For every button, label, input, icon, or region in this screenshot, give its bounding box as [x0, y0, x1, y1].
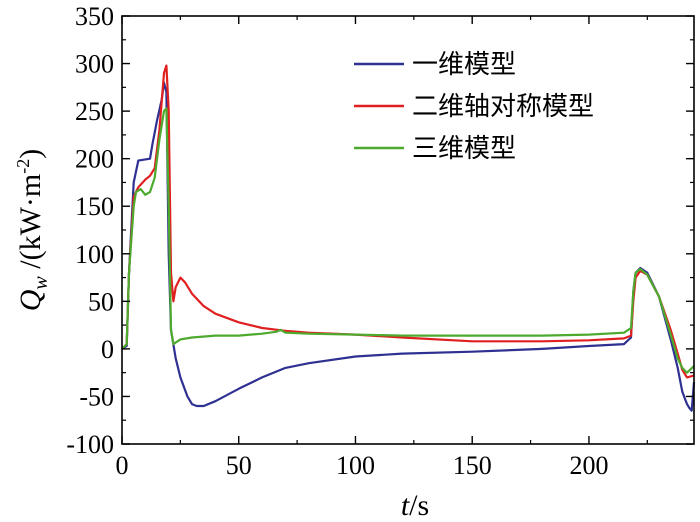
x-tick-label: 100: [336, 451, 375, 480]
x-axis-unit: /s: [409, 489, 429, 522]
x-tick-label: 150: [453, 451, 492, 480]
axis-labels: t/s Qw /(kW·m-2): [13, 149, 429, 522]
y-axis-unit-close: ): [14, 149, 47, 159]
y-tick-label: 150: [75, 192, 114, 221]
y-tick-label: 200: [75, 145, 114, 174]
x-axis-variable: t: [401, 489, 410, 522]
y-tick-label: -50: [79, 382, 114, 411]
y-axis-unit: /(kW·m: [14, 174, 47, 276]
plot-frame: [121, 15, 695, 445]
axes: 0 50 100 150 200 -100 -50 0 50 100 150 200 250 300 350: [66, 2, 695, 480]
legend-label-1: 一维模型: [412, 50, 516, 80]
y-tick-label: 100: [75, 240, 114, 269]
legend-label-3: 三维模型: [412, 134, 516, 164]
y-axis-superscript: -2: [13, 159, 33, 174]
y-tick-label: 350: [75, 2, 114, 31]
y-axis-variable: Q: [14, 289, 47, 311]
legend-label-2: 二维轴对称模型: [412, 92, 594, 122]
x-tick-label: 0: [116, 451, 129, 480]
y-tick-label: -100: [66, 430, 114, 459]
series-line-1: [121, 81, 696, 412]
y-tick-label: 50: [88, 287, 114, 316]
y-tick-label: 250: [75, 97, 114, 126]
x-tick-label: 200: [569, 451, 608, 480]
y-tick-label: 0: [101, 335, 114, 364]
y-axis-label-text: Qw /(kW·m-2): [13, 149, 52, 311]
plot-area: [121, 64, 696, 412]
y-axis-subscript: w: [30, 276, 52, 290]
x-tick-label: 50: [226, 451, 252, 480]
series-line-2: [121, 64, 695, 379]
x-axis-label: t/s: [401, 489, 429, 522]
series-line-3: [121, 107, 695, 374]
y-axis-label: Qw /(kW·m-2): [13, 149, 52, 311]
y-tick-label: 300: [75, 50, 114, 79]
